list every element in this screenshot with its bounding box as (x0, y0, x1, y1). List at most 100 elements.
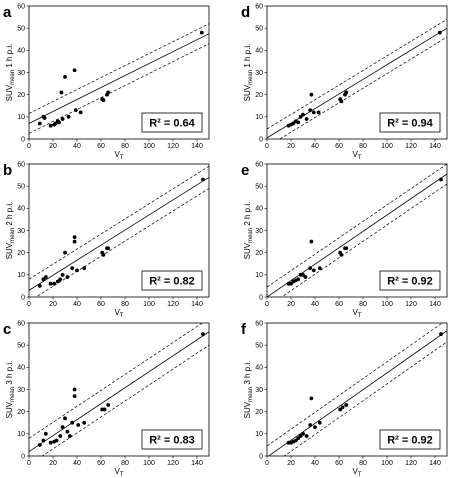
panel-b-xtick-label: 0 (27, 301, 31, 308)
panel-b-data-point (41, 277, 46, 282)
panel-c-data-point (70, 420, 75, 425)
panel-c-regression-line (29, 331, 209, 452)
panel-d-data-point (308, 108, 313, 113)
panel-a-xtick-label: 0 (27, 143, 31, 150)
panel-c-data-point (43, 431, 48, 436)
panel-b-xtick-label: 40 (73, 301, 81, 308)
panel-a-xlabel: VT (114, 150, 123, 161)
panel-a-ytick-label: 0 (21, 136, 25, 143)
panel-c-data-point (102, 407, 107, 412)
panel-d-xlabel-sub: T (358, 155, 362, 161)
panel-f-xtick-label: 60 (335, 460, 343, 467)
panel-d-ytick-label: 0 (259, 136, 263, 143)
panel-f-upper-band (267, 323, 443, 447)
panel-f-ytick-label: 10 (255, 431, 263, 438)
panel-d-r2-box (379, 112, 441, 133)
panel-b-xtick-label: 140 (191, 301, 203, 308)
panel-b-ylabel-post: 2 h p.i. (5, 202, 14, 228)
panel-c-data-point (37, 443, 42, 447)
panel-f-xtick-label: 0 (265, 460, 269, 467)
panel-d-ytick-label: 20 (255, 92, 263, 99)
panel-a-data-point (63, 75, 67, 79)
panel-b-ylabel: SUVmean 2 h p.i. (5, 202, 16, 260)
panel-c-data-point (58, 434, 63, 438)
panel-f-ytick-label: 20 (255, 409, 263, 416)
panel-c-ylabel-pre: SUV (5, 401, 14, 418)
panel-d-lower-band (279, 36, 447, 139)
panel-a-data-point (72, 68, 77, 73)
panel-f-xtick-label: 120 (405, 460, 417, 467)
panel-e-data-point (309, 239, 314, 244)
panel-f-xtick-label: 20 (287, 460, 295, 467)
panel-e-xtick-label: 100 (381, 301, 393, 308)
panel-a-data-point (60, 117, 65, 121)
panel-b-data-point (55, 279, 60, 284)
panel-c-ytick-label: 20 (17, 409, 25, 416)
panel-f-letter: f (241, 321, 247, 338)
panel-b-xlabel-sub: T (120, 313, 124, 319)
panel-a-xtick-label: 80 (121, 143, 129, 150)
panel-b-data-point (37, 284, 42, 288)
panel-b-xtick-label: 20 (49, 301, 57, 308)
panel-b-letter: b (3, 162, 12, 179)
panel-d-regression-line (267, 27, 447, 139)
panel-d-xtick-label: 100 (381, 143, 393, 150)
panel-f-ytick-label: 40 (255, 365, 263, 372)
panel-c-xtick-label: 80 (121, 460, 129, 467)
panel-b-xlabel: VT (114, 308, 123, 319)
panel-d-data-point (311, 110, 316, 115)
panel-a-ytick-label: 50 (17, 26, 25, 33)
panel-e-lower-band (280, 183, 447, 297)
panel-d-xlabel: VT (352, 150, 361, 161)
panel-c-ytick-label: 40 (17, 365, 25, 372)
panel-e-data-point (301, 272, 305, 277)
panel-e-xtick-label: 20 (287, 301, 295, 308)
panel-e-fit-lines (267, 164, 447, 297)
panel-f-ylabel: SUVmean 3 h p.i. (243, 361, 254, 419)
panel-f-data-point (293, 438, 298, 443)
panel-d-fit-lines (267, 19, 447, 139)
panel-f-xtick-label: 140 (429, 460, 441, 467)
panel-a-data-point (57, 120, 61, 125)
panel-a-ylabel-pre: SUV (5, 84, 14, 101)
panel-c-fit-lines (29, 323, 209, 456)
panel-d-data-point (301, 112, 305, 117)
panel-c-xtick-label: 60 (97, 460, 105, 467)
panel-a-data-point (48, 123, 53, 128)
panel-e-r2-box (379, 270, 441, 291)
panel-c-data-point (54, 438, 59, 443)
panel-a-upper-band (29, 23, 209, 114)
panel-b-data-point (106, 246, 111, 251)
panel-d-ylabel-sub: mean (248, 70, 254, 85)
panel-b-ylabel-pre: SUV (5, 242, 14, 259)
panel-a-data-point (199, 30, 204, 35)
panel-d-data-point (316, 110, 321, 115)
panel-c-upper-band (29, 323, 203, 439)
panel-b-r2-box (141, 270, 203, 291)
panel-d-xtick-label: 20 (287, 143, 295, 150)
panel-a-fit-lines (29, 23, 209, 134)
panel-d-xtick-label: 120 (405, 143, 417, 150)
panel-b-ytick-label: 60 (17, 161, 25, 168)
panel-e-ytick-label: 60 (255, 161, 263, 168)
panel-c-xlabel: VT (114, 467, 123, 478)
panel-f-ytick-label: 50 (255, 343, 263, 350)
panel-d-data-point (344, 90, 349, 95)
panel-e-xlabel: VT (352, 308, 361, 319)
panel-d-xtick-label: 80 (359, 143, 367, 150)
panel-a-data-point (42, 116, 47, 120)
panel-b-xtick-label: 100 (143, 301, 155, 308)
panel-b-ytick-label: 0 (21, 294, 25, 301)
panel-f-r2-box (379, 429, 441, 450)
panel-e-ytick-label: 30 (255, 228, 263, 235)
panel-f-data-point (439, 332, 443, 336)
panel-c-data-point (67, 434, 72, 438)
panel-f-ylabel-sub: mean (248, 387, 254, 402)
panel-f-data-point (296, 436, 301, 441)
panel-f-data-point (313, 425, 317, 430)
panel-e-r2-label: R² = 0.92 (387, 276, 433, 288)
panel-d-ytick-label: 60 (255, 3, 263, 10)
panel-b-data-point (43, 275, 48, 279)
panel-c-data-point (72, 387, 77, 392)
